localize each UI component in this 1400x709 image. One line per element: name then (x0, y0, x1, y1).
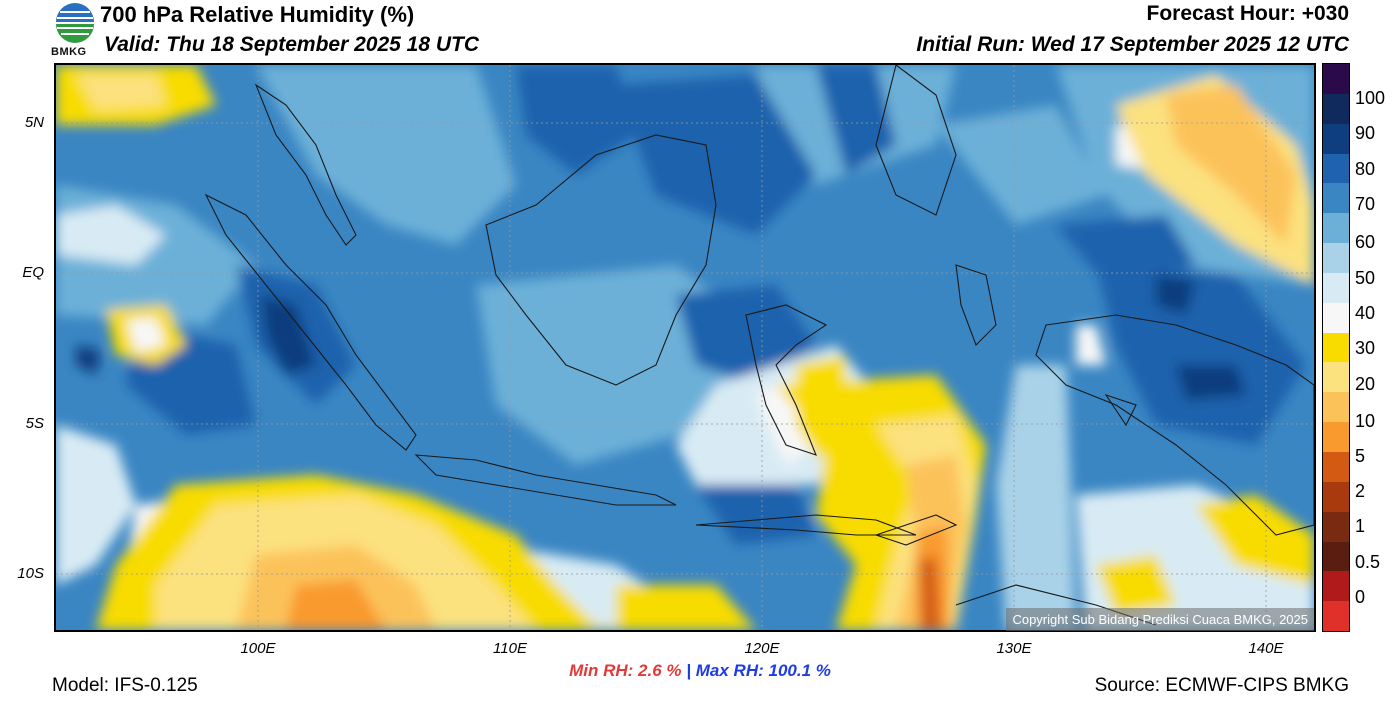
source-label: Source: ECMWF-CIPS BMKG (1094, 675, 1349, 696)
colorbar-segment (1323, 153, 1349, 184)
colorbar-segment (1323, 64, 1349, 94)
colorbar-label-20: 20 (1355, 374, 1376, 394)
colorbar-segment (1323, 541, 1349, 572)
lon-label-140e: 140E (1248, 640, 1284, 657)
colorbar-label-50: 50 (1355, 268, 1376, 288)
colorbar-label-70: 70 (1355, 194, 1376, 214)
lat-label-10s: 10S (17, 565, 44, 582)
forecast-hour: Forecast Hour: +030 (1146, 2, 1350, 25)
max-rh-label: Max RH: (695, 661, 764, 680)
colorbar-label-60: 60 (1355, 232, 1376, 252)
colorbar-segment (1323, 183, 1349, 214)
logo-text: BMKG (51, 46, 87, 58)
lon-label-100e: 100E (240, 640, 276, 657)
lon-label-120e: 120E (744, 640, 780, 657)
colorbar-segment (1323, 422, 1349, 452)
lat-label-5n: 5N (24, 114, 44, 131)
min-rh-value: 2.6 % (638, 661, 682, 680)
colorbar-label-100: 100 (1355, 88, 1386, 108)
colorbar-segment (1323, 362, 1349, 393)
colorbar-segment (1323, 481, 1349, 512)
humidity-map (54, 63, 1316, 632)
colorbar-segment (1323, 123, 1349, 154)
colorbar-label-80: 80 (1355, 159, 1376, 179)
colorbar-segment (1323, 332, 1349, 363)
colorbar-label-40: 40 (1355, 303, 1376, 323)
lat-label-5s: 5S (25, 415, 44, 432)
chart-title: 700 hPa Relative Humidity (%) (100, 2, 415, 27)
colorbar-label-2: 2 (1355, 481, 1366, 501)
stats-separator: | (686, 661, 692, 680)
colorbar-segment (1323, 302, 1349, 333)
colorbar-label-10: 10 (1355, 411, 1376, 431)
colorbar-segment (1323, 392, 1349, 423)
colorbar-segment (1323, 243, 1349, 273)
colorbar-label-1: 1 (1355, 516, 1366, 536)
colorbar-label-90: 90 (1355, 123, 1376, 143)
colorbar-segment (1323, 571, 1349, 602)
rh-stats: Min RH: 2.6 % | Max RH: 100.1 % (0, 661, 1400, 681)
initial-run: Initial Run: Wed 17 September 2025 12 UT… (916, 33, 1349, 56)
colorbar (1322, 63, 1350, 632)
lon-label-130e: 130E (996, 640, 1032, 657)
lon-label-110e: 110E (493, 640, 527, 657)
colorbar-segment (1323, 93, 1349, 124)
colorbar-label-0: 0 (1355, 587, 1366, 607)
colorbar-segment (1323, 451, 1349, 482)
colorbar-segment (1323, 601, 1349, 631)
lat-label-eq: EQ (22, 264, 44, 281)
copyright-notice: Copyright Sub Bidang Prediksi Cuaca BMKG… (1006, 608, 1314, 631)
bmkg-logo (52, 0, 98, 60)
model-label: Model: IFS-0.125 (52, 675, 198, 696)
colorbar-segment (1323, 511, 1349, 542)
colorbar-label-0-5: 0.5 (1355, 552, 1381, 572)
colorbar-label-5: 5 (1355, 446, 1366, 466)
colorbar-segment (1323, 272, 1349, 303)
colorbar-label-30: 30 (1355, 338, 1376, 358)
max-rh-value: 100.1 % (768, 661, 831, 680)
min-rh-label: Min RH: (569, 661, 634, 680)
colorbar-segment (1323, 213, 1349, 244)
valid-time: Valid: Thu 18 September 2025 18 UTC (104, 33, 480, 56)
